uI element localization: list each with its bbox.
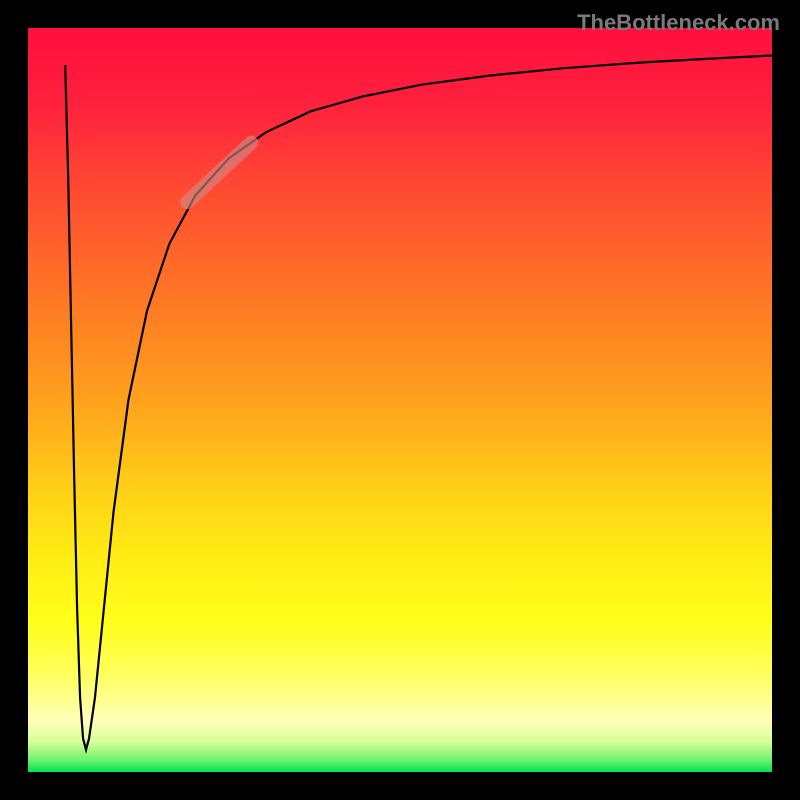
chart-svg: [28, 28, 772, 772]
watermark-text: TheBottleneck.com: [577, 10, 780, 36]
plot-area: [28, 28, 772, 772]
gradient-background: [28, 28, 772, 772]
